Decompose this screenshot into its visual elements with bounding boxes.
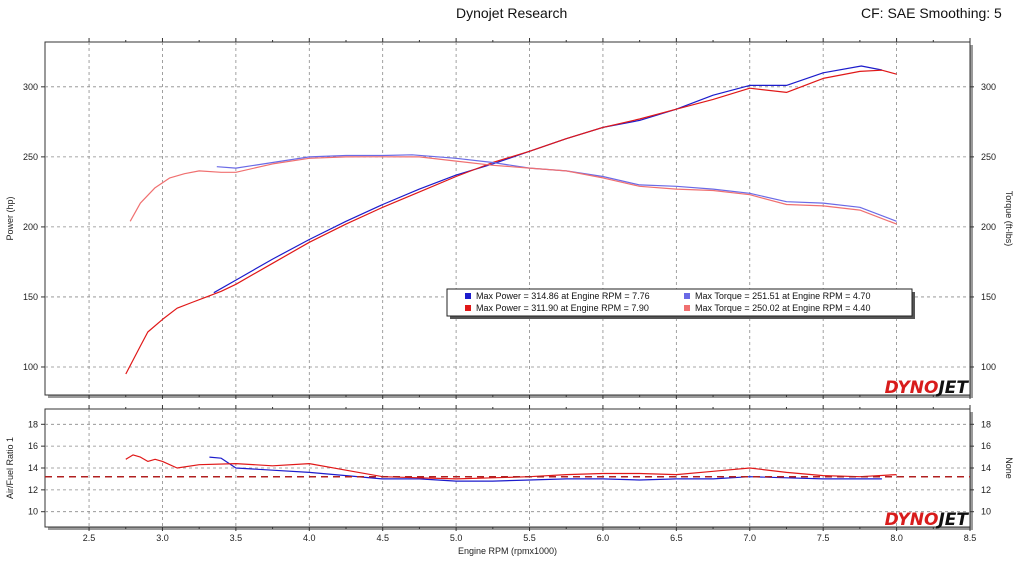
- legend-box: [446, 288, 913, 317]
- y-axis-label: Power (hp): [5, 196, 15, 240]
- logo-part-dyno: DYNO: [885, 510, 939, 530]
- y2-tick-label: 14: [981, 463, 991, 473]
- power-torque-panel: 100 150 200 250 300 100 150 200 250 300 Power (hp)…: [5, 38, 1014, 399]
- y-tick-label: 100: [23, 362, 38, 372]
- x-tick-label: 3.0: [156, 533, 169, 543]
- x-tick-label: 5.0: [450, 533, 463, 543]
- y2-tick-label: 250: [981, 152, 996, 162]
- x-tick-label: 6.5: [670, 533, 683, 543]
- y-tick-label: 16: [28, 441, 38, 451]
- series-line-4: [129, 156, 897, 225]
- x-tick-label: 5.5: [523, 533, 536, 543]
- logo-part-jet: JET: [935, 510, 969, 530]
- x-tick-label: 7.0: [744, 533, 757, 543]
- x-tick-label: 4.0: [303, 533, 316, 543]
- y2-tick-label: 18: [981, 419, 991, 429]
- x-tick-label: 6.0: [597, 533, 610, 543]
- y2-tick-label: 150: [981, 292, 996, 302]
- y-tick-label: 200: [23, 222, 38, 232]
- dynojet-logo: DYNOJET: [885, 510, 970, 530]
- y2-tick-label: 16: [981, 441, 991, 451]
- legend-swatch: [465, 293, 471, 299]
- x-tick-label: 4.5: [376, 533, 389, 543]
- y2-tick-label: 200: [981, 222, 996, 232]
- chart-title: Dynojet Research: [456, 5, 568, 21]
- y-tick-label: 12: [28, 485, 38, 495]
- y2-tick-label: 300: [981, 82, 996, 92]
- series-line-2: [125, 454, 897, 480]
- y-tick-label: 300: [23, 82, 38, 92]
- legend-swatch: [465, 305, 471, 311]
- x-tick-label: 8.0: [890, 533, 903, 543]
- series-line-2: [125, 69, 897, 375]
- panel-frame: [44, 41, 971, 396]
- legend-entry-text: Max Torque = 251.51 at Engine RPM = 4.70: [695, 291, 870, 301]
- series-group: [125, 65, 897, 375]
- y-tick-label: 150: [23, 292, 38, 302]
- air-fuel-panel: 2.5 3.0 3.5 4.0 4.5 5.0 5.5 6.0 6.5 7.0 7.5 8.0 8.5 1…: [5, 405, 1014, 556]
- logo-part-jet: JET: [935, 378, 969, 398]
- y2-tick-label: 10: [981, 507, 991, 517]
- legend-entry-text: Max Power = 311.90 at Engine RPM = 7.90: [476, 303, 649, 313]
- x-axis-label: Engine RPM (rpmx1000): [458, 546, 557, 556]
- y2-axis-label: Torque (ft-lbs): [1004, 191, 1014, 247]
- legend-entry-text: Max Power = 314.86 at Engine RPM = 7.76: [476, 291, 650, 301]
- y2-tick-label: 100: [981, 362, 996, 372]
- legend-swatch: [684, 293, 690, 299]
- x-tick-label: 3.5: [230, 533, 243, 543]
- legend-swatch: [684, 305, 690, 311]
- y2-axis-label: None: [1004, 457, 1014, 479]
- y-tick-label: 18: [28, 419, 38, 429]
- x-tick-label: 8.5: [964, 533, 977, 543]
- y-tick-label: 10: [28, 507, 38, 517]
- y-tick-label: 14: [28, 463, 38, 473]
- x-tick-label: 7.5: [817, 533, 830, 543]
- series-group: [45, 454, 970, 482]
- y-tick-label: 250: [23, 152, 38, 162]
- legend-entry-text: Max Torque = 250.02 at Engine RPM = 4.40: [695, 303, 870, 313]
- y-axis-label: Air/Fuel Ratio 1: [5, 437, 15, 499]
- y2-tick-label: 12: [981, 485, 991, 495]
- dynojet-logo: DYNOJET: [885, 378, 970, 398]
- correction-smoothing-label: CF: SAE Smoothing: 5: [861, 5, 1002, 21]
- logo-part-dyno: DYNO: [885, 378, 939, 398]
- x-tick-label: 2.5: [83, 533, 96, 543]
